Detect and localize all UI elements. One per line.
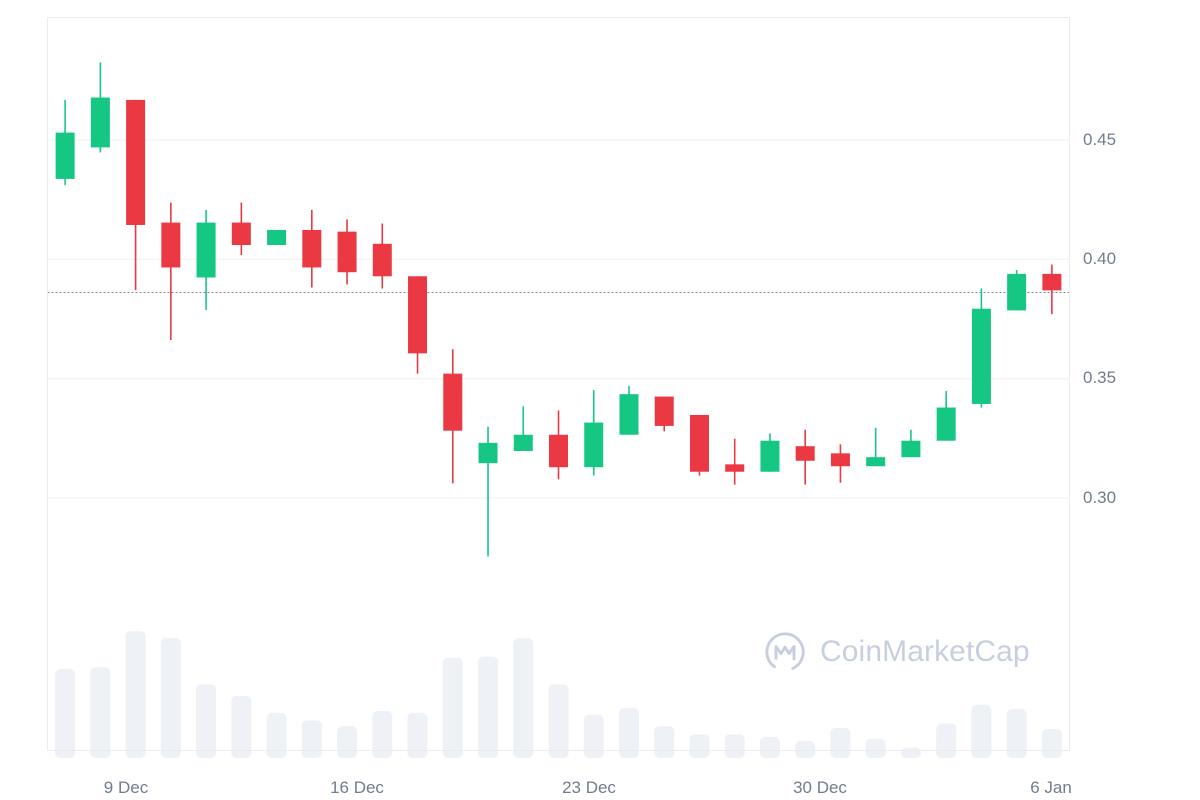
- svg-text:9 Dec: 9 Dec: [104, 778, 149, 797]
- svg-text:16 Dec: 16 Dec: [330, 778, 384, 797]
- svg-text:30 Dec: 30 Dec: [793, 778, 847, 797]
- svg-text:0.40: 0.40: [1083, 249, 1116, 268]
- svg-text:0.30: 0.30: [1083, 488, 1116, 507]
- svg-text:0.35: 0.35: [1083, 368, 1116, 387]
- svg-text:6 Jan: 6 Jan: [1030, 778, 1072, 797]
- svg-text:0.45: 0.45: [1083, 130, 1116, 149]
- svg-text:23 Dec: 23 Dec: [562, 778, 616, 797]
